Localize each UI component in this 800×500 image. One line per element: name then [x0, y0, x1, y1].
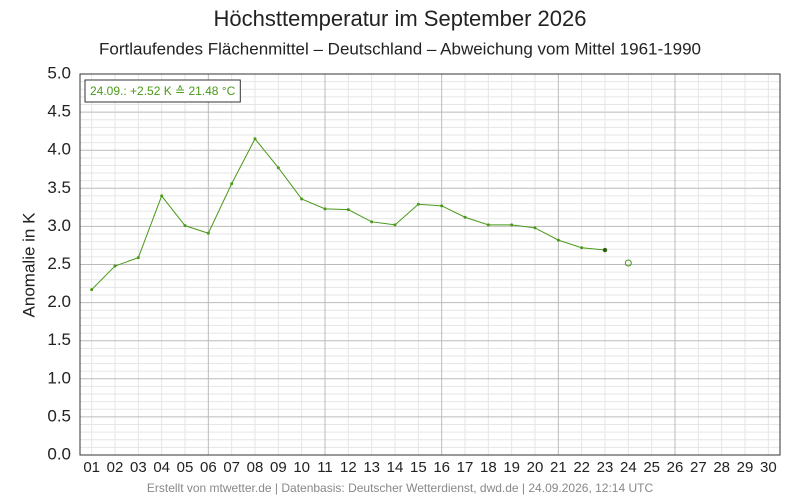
x-tick-label: 25: [643, 459, 660, 476]
y-tick-label: 0.5: [47, 406, 71, 425]
x-tick-label: 12: [340, 459, 357, 476]
point: [230, 182, 234, 186]
y-tick-label: 2.5: [47, 254, 71, 273]
x-tick-label: 18: [480, 459, 497, 476]
x-tick-label: 20: [527, 459, 544, 476]
point: [113, 264, 117, 268]
x-tick-label: 13: [363, 459, 380, 476]
x-tick-label: 26: [667, 459, 684, 476]
current-point: [624, 259, 632, 267]
point: [323, 207, 327, 211]
x-tick-label: 30: [760, 459, 777, 476]
point: [602, 247, 608, 253]
x-tick-label: 28: [713, 459, 730, 476]
x-tick-label: 23: [597, 459, 614, 476]
point: [440, 204, 444, 208]
point: [580, 246, 584, 250]
point: [393, 223, 397, 227]
x-tick-label: 14: [387, 459, 404, 476]
x-tick-label: 03: [130, 459, 147, 476]
y-tick-label: 2.0: [47, 292, 71, 311]
point: [183, 224, 187, 228]
x-tick-label: 08: [247, 459, 264, 476]
point: [510, 223, 514, 227]
point: [370, 220, 374, 224]
point: [300, 197, 304, 201]
x-tick-label: 22: [573, 459, 590, 476]
y-axis-label: Anomalie in K: [19, 212, 38, 318]
x-tick-label: 02: [107, 459, 124, 476]
y-tick-label: 4.0: [47, 140, 71, 159]
y-tick-label: 5.0: [47, 63, 71, 82]
x-tick-label: 11: [317, 459, 333, 476]
point: [253, 137, 257, 141]
point: [346, 208, 350, 212]
x-tick-label: 05: [177, 459, 194, 476]
point: [486, 223, 490, 227]
point: [533, 226, 537, 230]
y-tick-label: 3.5: [47, 178, 71, 197]
y-tick-label: 3.0: [47, 216, 71, 235]
x-tick-label: 19: [503, 459, 520, 476]
point: [276, 166, 280, 170]
annotation-box: [84, 79, 241, 103]
chart-title: Höchsttemperatur im September 2026: [214, 6, 587, 31]
point: [416, 202, 420, 206]
point: [206, 231, 210, 235]
y-tick-label: 1.5: [47, 330, 71, 349]
y-tick-label: 0.0: [47, 444, 71, 463]
x-tick-label: 07: [223, 459, 240, 476]
annotation: 24.09.: +2.52 K ≙ 21.48 °C: [90, 84, 236, 98]
point: [556, 238, 560, 242]
x-tick-label: 01: [83, 459, 100, 476]
plot-frame: [79, 73, 781, 456]
point: [136, 256, 140, 260]
x-tick-label: 29: [737, 459, 754, 476]
point: [463, 215, 467, 219]
chart-subtitle: Fortlaufendes Flächenmittel – Deutschlan…: [99, 39, 701, 58]
x-tick-label: 27: [690, 459, 707, 476]
x-tick-label: 16: [433, 459, 450, 476]
x-tick-label: 09: [270, 459, 287, 476]
x-tick-label: 06: [200, 459, 217, 476]
y-tick-label: 1.0: [47, 368, 71, 387]
x-tick-label: 10: [293, 459, 310, 476]
x-tick-label: 24: [620, 459, 637, 476]
point: [90, 288, 94, 292]
x-tick-label: 04: [153, 459, 170, 476]
footer: Erstellt von mtwetter.de | Datenbasis: D…: [147, 481, 654, 495]
point: [160, 194, 164, 198]
y-tick-label: 4.5: [47, 102, 71, 121]
x-tick-label: 17: [457, 459, 474, 476]
x-tick-label: 21: [550, 459, 567, 476]
x-tick-label: 15: [410, 459, 427, 476]
